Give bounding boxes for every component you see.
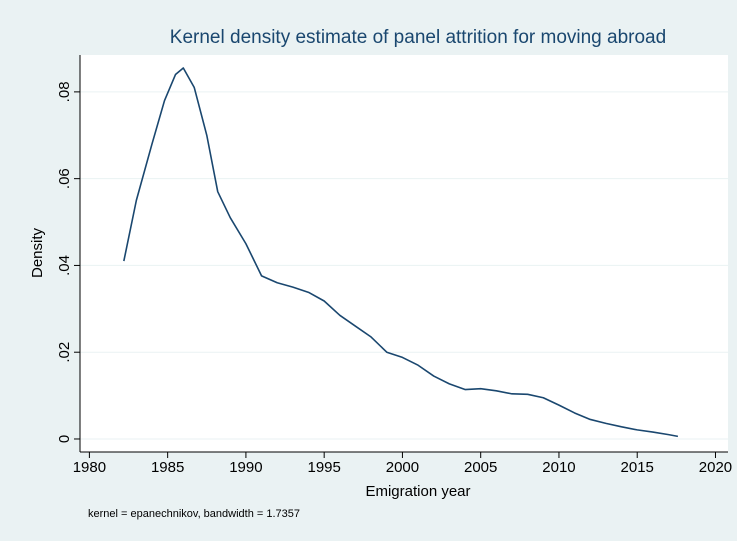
x-axis-label: Emigration year (365, 483, 470, 500)
density-line (123, 67, 679, 438)
y-tick-label: .02 (56, 342, 73, 363)
x-tick-label: 2020 (699, 459, 732, 476)
x-tick-label: 2000 (386, 459, 419, 476)
x-tick-label: 1985 (151, 459, 184, 476)
x-tick-label: 2015 (621, 459, 654, 476)
y-tick-label: 0 (56, 435, 73, 443)
plot-area (80, 55, 728, 452)
x-tick-label: 2010 (542, 459, 575, 476)
x-tick-label: 2005 (464, 459, 497, 476)
y-tick-label: .08 (56, 81, 73, 102)
note: kernel = epanechnikov, bandwidth = 1.735… (88, 508, 300, 520)
x-tick-label: 1980 (73, 459, 106, 476)
y-tick-label: .06 (56, 168, 73, 189)
y-axis-label: Density (29, 227, 46, 278)
x-tick-label: 1995 (307, 459, 340, 476)
y-tick-label: .04 (56, 255, 73, 276)
x-tick-label: 1990 (229, 459, 262, 476)
chart-title: Kernel density estimate of panel attriti… (170, 27, 666, 48)
